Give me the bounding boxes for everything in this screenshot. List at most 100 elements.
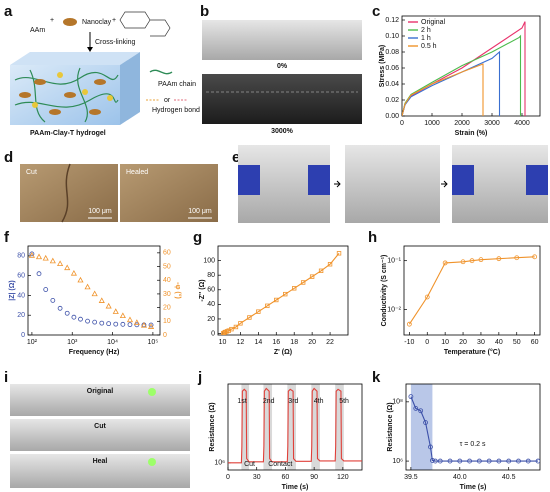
x-tick-label: 60 xyxy=(282,474,290,481)
gel-top xyxy=(10,52,140,65)
x-tick-label: 10 xyxy=(219,339,227,346)
photo xyxy=(10,454,190,488)
marker xyxy=(233,324,239,330)
x-tick-label: 40.0 xyxy=(453,474,467,481)
label: AAm xyxy=(30,27,45,34)
x-tick-label: -10 xyxy=(404,339,414,346)
marker xyxy=(85,318,90,324)
y-tick-label: 10⁻² xyxy=(387,306,401,313)
y-tick-label: 80 xyxy=(207,272,215,279)
plot-frame xyxy=(401,15,541,117)
gel-side xyxy=(120,52,140,125)
marker xyxy=(57,305,63,311)
series-line xyxy=(408,256,535,325)
y-tick-label: 0.08 xyxy=(385,49,399,56)
x-tick-label: 18 xyxy=(290,339,298,346)
panel-label: c xyxy=(372,3,380,20)
y2-tick-label: 30 xyxy=(163,291,171,298)
annotation: τ = 0.2 s xyxy=(460,441,486,448)
marker xyxy=(71,314,77,320)
clay-platelets xyxy=(19,79,106,115)
marker xyxy=(442,260,448,266)
photo-caption: Cut xyxy=(94,423,106,430)
marker xyxy=(516,458,521,464)
marker xyxy=(514,255,520,261)
plus: + xyxy=(50,17,54,24)
x-tick-label: 16 xyxy=(272,339,280,346)
annotation: 5th xyxy=(339,398,349,405)
marker xyxy=(292,286,297,291)
x-tick-label: 90 xyxy=(310,474,318,481)
y-axis-label: Resistance (Ω) xyxy=(387,402,394,451)
x-tick-label: 10⁵ xyxy=(148,339,159,346)
marker xyxy=(336,251,342,256)
marker xyxy=(64,310,70,316)
series-line xyxy=(402,34,522,116)
marker xyxy=(91,290,98,297)
label: or xyxy=(164,97,171,104)
x-tick-label: 0 xyxy=(425,339,429,346)
marker xyxy=(437,458,443,464)
marker xyxy=(42,254,49,261)
y-tick-label: 80 xyxy=(17,253,25,260)
y2-tick-label: 20 xyxy=(163,304,171,311)
x-tick-label: 10³ xyxy=(67,339,78,346)
marker xyxy=(424,294,430,300)
y-tick-label: 100 xyxy=(203,257,215,264)
photo-caption: 0% xyxy=(277,63,288,70)
y-tick-label: 40 xyxy=(207,301,215,308)
panel-label: b xyxy=(200,3,209,20)
marker xyxy=(148,322,154,328)
series-line xyxy=(228,387,362,464)
marker xyxy=(105,302,112,309)
clay-icon xyxy=(63,18,77,26)
x-axis-label: Z' (Ω) xyxy=(274,349,292,356)
y-tick-label: 0.12 xyxy=(385,17,399,24)
panel-label: a xyxy=(4,3,13,20)
y-tick-label: 0.10 xyxy=(385,33,399,40)
marker xyxy=(318,268,324,274)
y2-tick-label: 60 xyxy=(163,250,171,257)
legend-label: 1 h xyxy=(421,35,431,42)
marker xyxy=(447,458,453,464)
y-tick-label: 10⁸ xyxy=(392,399,403,406)
photo-caption: Healed xyxy=(126,169,148,176)
chart: 10 12 14 16 18 20 22 0 20 40 60 80 100 Z' (Ω) -Z'' (Ω) xyxy=(199,245,349,356)
marker xyxy=(28,252,35,258)
marker xyxy=(57,260,64,267)
plus: + xyxy=(112,17,116,24)
marker xyxy=(127,322,133,328)
y-axis-label: Stress (MPa) xyxy=(379,45,386,87)
shaded-span xyxy=(263,384,273,470)
photo xyxy=(202,74,362,124)
marker xyxy=(140,321,148,328)
scale-label: 100 μm xyxy=(188,208,212,215)
marker xyxy=(99,320,105,326)
x-tick-label: 12 xyxy=(237,339,245,346)
marker xyxy=(283,291,288,297)
y-tick-label: 0.00 xyxy=(385,113,399,120)
marker xyxy=(133,319,140,325)
annotation: 4th xyxy=(314,398,324,405)
plot-frame xyxy=(27,245,161,336)
marker xyxy=(43,287,49,292)
photo-caption: 3000% xyxy=(271,128,294,135)
photo xyxy=(202,20,362,60)
marker xyxy=(469,258,475,264)
marker xyxy=(70,269,77,276)
x-tick-label: 0 xyxy=(400,120,404,127)
y2-axis-label: -φ (°) xyxy=(174,282,182,299)
marker xyxy=(36,271,42,277)
annotation: 2nd xyxy=(263,398,275,405)
gloves xyxy=(238,165,548,195)
series-line xyxy=(402,50,501,116)
y-axis-label: Resistance (Ω) xyxy=(209,402,216,451)
photo-caption: Heal xyxy=(93,458,108,465)
scale-label: 100 μm xyxy=(88,208,112,215)
marker xyxy=(106,321,112,327)
marker xyxy=(506,458,512,464)
y-tick-label: 60 xyxy=(207,287,215,294)
photo-caption: Original xyxy=(87,388,114,395)
panel-label: h xyxy=(368,229,377,246)
legend-chain xyxy=(149,69,173,75)
